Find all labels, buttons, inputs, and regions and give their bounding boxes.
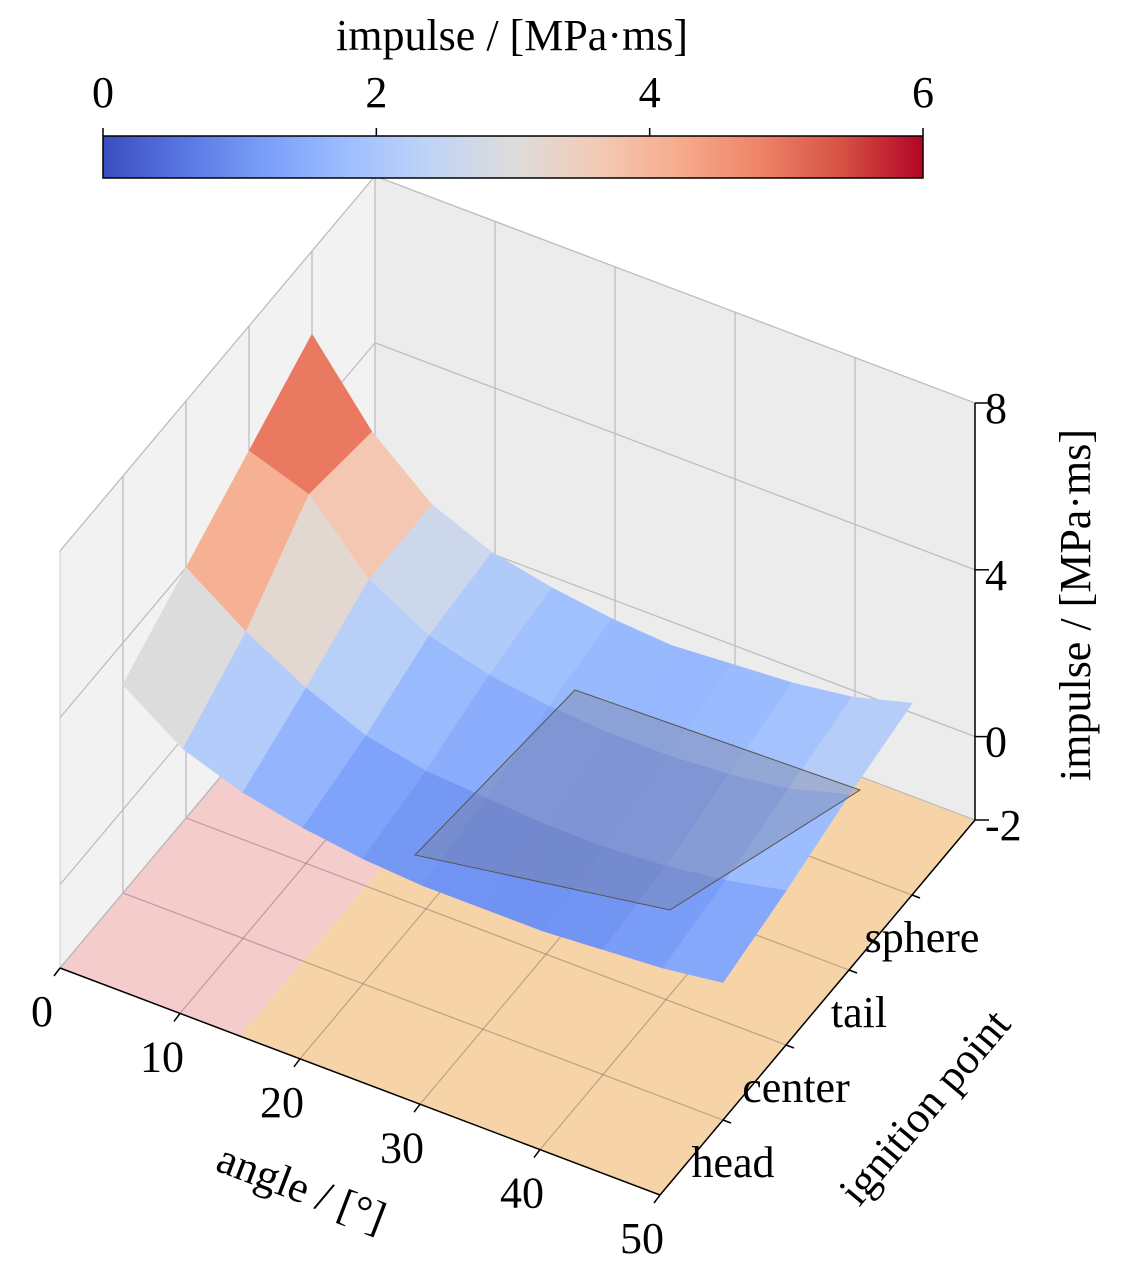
axis-line xyxy=(659,819,976,1196)
y-tick-label: sphere xyxy=(865,913,980,962)
x-tick xyxy=(53,967,61,977)
y-tick xyxy=(785,1044,795,1049)
y-tick xyxy=(911,894,921,899)
surface-patch xyxy=(662,880,787,983)
z-tick-label: -2 xyxy=(985,801,1022,850)
x-tick-label: 20 xyxy=(260,1078,304,1127)
x-tick xyxy=(653,1194,661,1204)
x-tick xyxy=(293,1058,301,1068)
overlay-plane xyxy=(414,689,862,911)
colorbar-label: impulse / [MPa·ms] xyxy=(336,11,688,60)
y-tick xyxy=(848,969,858,974)
grid-line xyxy=(122,892,724,1121)
x-tick-label: 30 xyxy=(380,1123,424,1172)
grid-line xyxy=(59,175,376,552)
colorbar-tick-label: 4 xyxy=(639,68,661,117)
x-tick-label: 10 xyxy=(140,1032,184,1081)
y-tick-label: tail xyxy=(831,988,887,1037)
y-tick-label: head xyxy=(691,1138,774,1187)
grid-line xyxy=(374,175,976,404)
z-tick-label: 0 xyxy=(985,718,1007,767)
surface xyxy=(122,333,913,983)
x-tick-label: 0 xyxy=(31,987,53,1036)
x-axis-title: angle / [°] xyxy=(210,1133,392,1242)
x-tick xyxy=(413,1103,421,1113)
colorbar-tick-label: 0 xyxy=(92,68,114,117)
colorbar xyxy=(102,135,924,179)
y-tick xyxy=(722,1119,732,1124)
z-tick-label: 8 xyxy=(985,384,1007,433)
x-tick xyxy=(173,1012,181,1022)
grid-line xyxy=(185,817,787,1046)
colorbar-tick-label: 6 xyxy=(912,68,934,117)
labels: 0 2 4 6 0 10 20 30 40 50 head center tail sphere -2 0 4 8 xyxy=(31,68,1022,1263)
x-tick xyxy=(533,1149,541,1159)
z-tick-label: 4 xyxy=(985,551,1007,600)
grid-line xyxy=(374,342,976,571)
x-tick-label: 40 xyxy=(500,1169,544,1218)
z-axis-title: impulse / [MPa·ms] xyxy=(1051,429,1100,781)
axis-line xyxy=(59,967,661,1196)
x-tick-label: 50 xyxy=(620,1214,664,1263)
colorbar-tick-label: 2 xyxy=(365,68,387,117)
y-tick-label: center xyxy=(742,1063,850,1112)
